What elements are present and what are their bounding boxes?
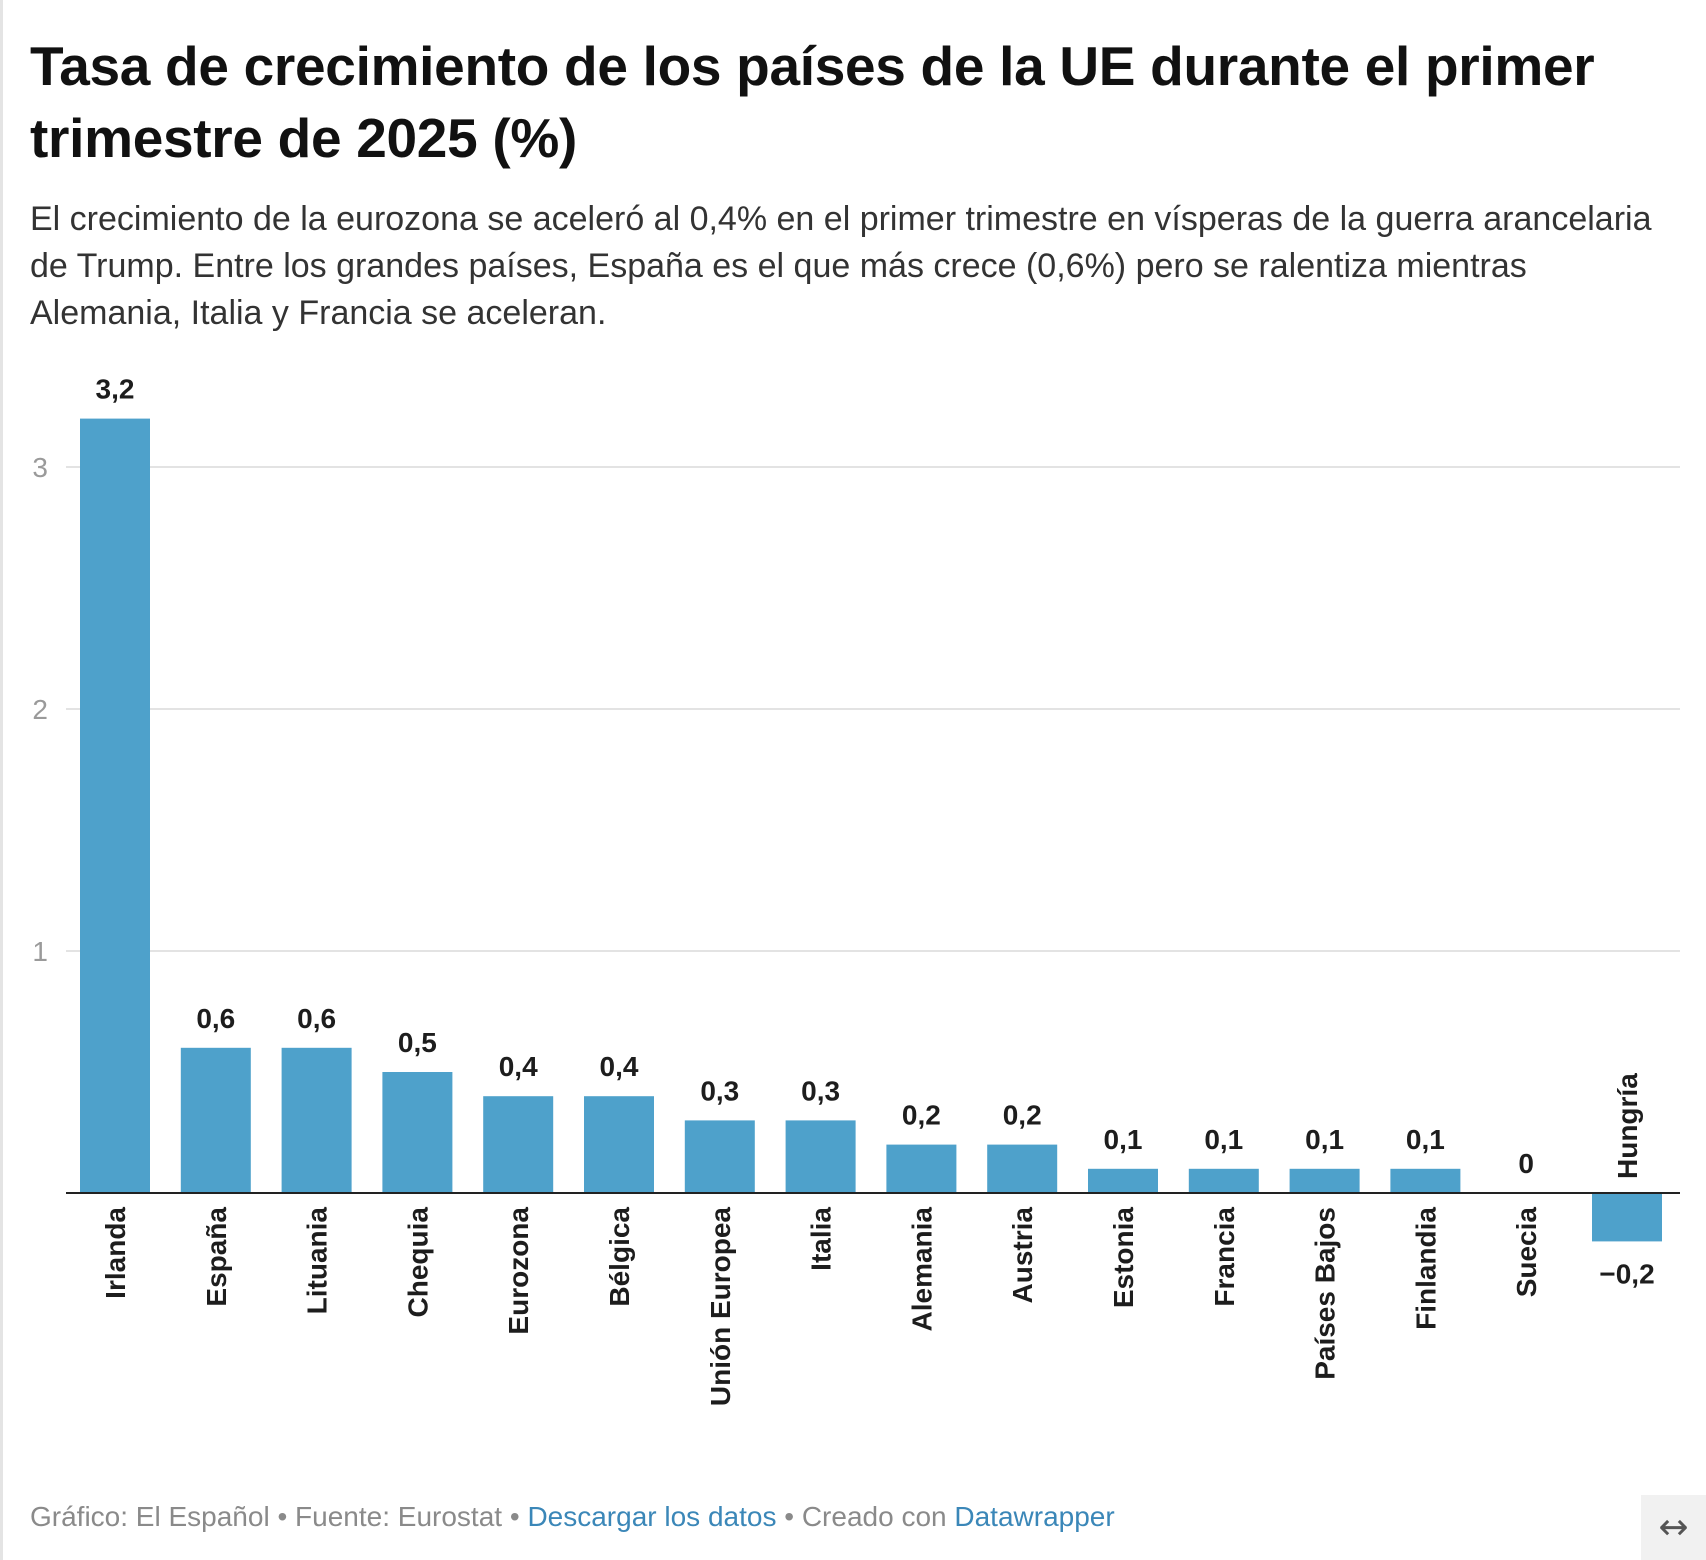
category-label: Hungría xyxy=(1612,1073,1643,1179)
category-label: Francia xyxy=(1209,1207,1240,1307)
left-border xyxy=(0,0,3,1560)
category-label: Alemania xyxy=(906,1207,937,1332)
footer-separator: • xyxy=(502,1501,528,1532)
category-label: Suecia xyxy=(1511,1207,1542,1298)
bar-value-label: 0,1 xyxy=(1104,1124,1143,1155)
bar xyxy=(1088,1168,1158,1193)
expand-icon[interactable]: ↔ xyxy=(1641,1495,1706,1560)
bar xyxy=(785,1120,856,1193)
bar xyxy=(1390,1168,1461,1193)
bar-value-label: 0,3 xyxy=(801,1075,840,1106)
bar-value-label: 0,1 xyxy=(1305,1124,1344,1155)
bar-value-label: 3,2 xyxy=(96,374,135,405)
bar-value-label: 0,4 xyxy=(600,1051,639,1082)
bar-value-label: 0 xyxy=(1518,1148,1534,1179)
footer-source: Fuente: Eurostat xyxy=(295,1501,503,1532)
bar xyxy=(80,418,150,1194)
bar xyxy=(584,1096,654,1193)
bar-value-label: 0,4 xyxy=(499,1051,538,1082)
category-label: Lituania xyxy=(302,1207,333,1315)
category-label: Chequia xyxy=(402,1207,433,1318)
category-label: Estonia xyxy=(1108,1207,1139,1309)
bar xyxy=(1188,1168,1259,1193)
chart-title: Tasa de crecimiento de los países de la … xyxy=(30,35,1595,169)
footer-created-prefix: Creado con xyxy=(801,1501,955,1532)
bar xyxy=(886,1144,957,1193)
y-tick-label: 2 xyxy=(32,694,48,725)
bar-value-label: 0,3 xyxy=(700,1075,739,1106)
bar-value-label: 0,1 xyxy=(1204,1124,1243,1155)
bar xyxy=(1592,1193,1662,1242)
y-tick-label: 1 xyxy=(32,936,48,967)
bar-chart: 1 2 3 3,2 Irlanda 0,6 España 0,6 Lituania 0,5 Cheq… xyxy=(32,374,1680,1407)
bar xyxy=(684,1120,755,1193)
bar-value-label: 0,2 xyxy=(1003,1100,1042,1131)
bar-value-label: 0,1 xyxy=(1406,1124,1445,1155)
category-label: Países Bajos xyxy=(1310,1207,1341,1380)
bar-value-label: −0,2 xyxy=(1599,1258,1654,1289)
bar xyxy=(281,1047,352,1193)
bar-value-label: 0,6 xyxy=(196,1003,235,1034)
bar xyxy=(382,1072,453,1193)
y-tick-label: 3 xyxy=(32,452,48,483)
footer: Gráfico: El Español • Fuente: Eurostat •… xyxy=(30,1497,1115,1537)
bar-value-label: 0,6 xyxy=(297,1003,336,1034)
download-data-link[interactable]: Descargar los datos xyxy=(527,1501,777,1532)
datawrapper-link[interactable]: Datawrapper xyxy=(954,1501,1115,1532)
category-label: Irlanda xyxy=(100,1207,131,1299)
category-label: Italia xyxy=(806,1207,837,1271)
bar xyxy=(180,1047,251,1193)
category-label: Unión Europea xyxy=(705,1207,736,1407)
category-label: Eurozona xyxy=(503,1207,534,1335)
bar-value-label: 0,2 xyxy=(902,1100,941,1131)
category-label: Finlandia xyxy=(1410,1207,1441,1330)
bar-value-label: 0,5 xyxy=(398,1027,437,1058)
category-label: Austria xyxy=(1007,1207,1038,1304)
footer-credit: Gráfico: El Español xyxy=(30,1501,270,1532)
category-label: España xyxy=(201,1207,232,1307)
bar xyxy=(1289,1168,1360,1193)
footer-separator: • xyxy=(269,1501,296,1532)
bar xyxy=(483,1096,554,1193)
category-label: Bélgica xyxy=(604,1207,635,1307)
footer-separator: • xyxy=(776,1501,802,1532)
bar xyxy=(987,1144,1058,1193)
chart-subtitle: El crecimiento de la eurozona se aceleró… xyxy=(30,200,1652,332)
